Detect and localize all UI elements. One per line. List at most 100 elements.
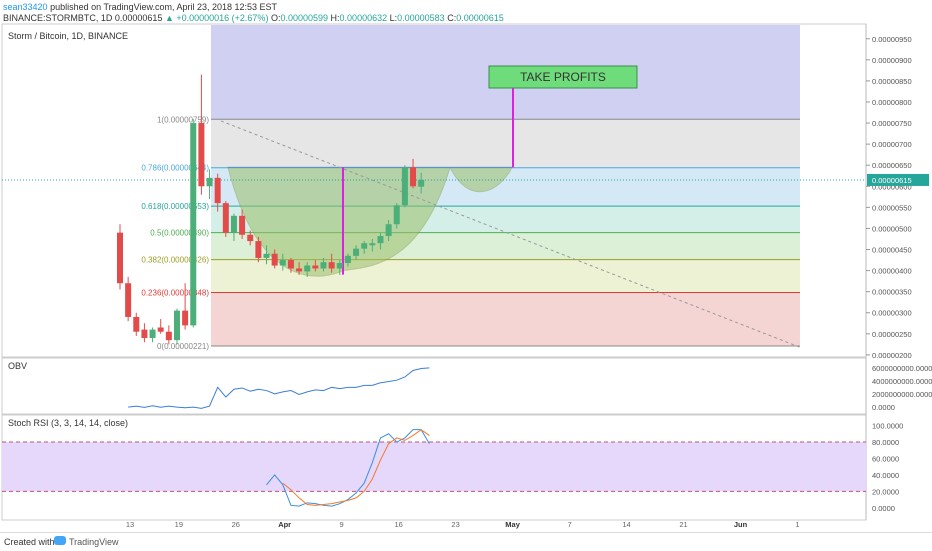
low-value: 0.00000583 bbox=[397, 13, 445, 23]
obv-tick-label: 2000000000.0000 bbox=[872, 390, 932, 399]
open-label: O: bbox=[270, 13, 281, 23]
rsi-tick-label: 80.0000 bbox=[872, 438, 899, 447]
candle-body bbox=[149, 329, 156, 339]
x-tick-label: 7 bbox=[567, 520, 571, 529]
rsi-tick-label: 40.0000 bbox=[872, 471, 899, 480]
created-with-text: Created with bbox=[4, 537, 55, 547]
x-tick-label: 21 bbox=[679, 520, 687, 529]
candle-body bbox=[255, 241, 262, 258]
obv-tick-label: 6000000000.0000 bbox=[872, 364, 932, 373]
candle-body bbox=[279, 260, 286, 266]
handle-shape bbox=[449, 166, 513, 193]
x-tick-label: 16 bbox=[394, 520, 402, 529]
candle-body bbox=[173, 310, 180, 341]
tradingview-brand[interactable]: TradingView bbox=[69, 537, 119, 547]
price-tick-label: 0.00000300 bbox=[872, 309, 912, 318]
x-tick-label: Apr bbox=[278, 520, 291, 529]
price-tick-label: 0.00000900 bbox=[872, 56, 912, 65]
fib-label-0.382: 0.382(0.00000426) bbox=[141, 256, 209, 265]
chart-title: Storm / Bitcoin, 1D, BINANCE bbox=[8, 31, 128, 41]
price-change: ▲ +0.00000016 (+2.67%) bbox=[164, 13, 269, 23]
fib-band-0.236 bbox=[211, 292, 800, 347]
price-tick-label: 0.00000600 bbox=[872, 182, 912, 191]
ohlc-legend: BINANCE:STORMBTC, 1D 0.00000615 ▲ +0.000… bbox=[3, 12, 504, 24]
candle-body bbox=[369, 243, 376, 246]
publish-info: sean33420 published on TradingView.com, … bbox=[3, 1, 277, 13]
candle-body bbox=[336, 263, 343, 269]
price-tick-label: 0.00000850 bbox=[872, 77, 912, 86]
high-value: 0.00000632 bbox=[339, 13, 388, 23]
candle-body bbox=[312, 265, 319, 269]
symbol-label: BINANCE:STORMBTC, 1D bbox=[3, 13, 113, 23]
high-label: H: bbox=[330, 13, 340, 23]
candle-body bbox=[206, 177, 213, 187]
candle-body bbox=[214, 177, 221, 204]
rsi-title: Stoch RSI (3, 3, 14, 14, close) bbox=[8, 418, 128, 428]
x-tick-label: 23 bbox=[451, 520, 459, 529]
candle-body bbox=[344, 255, 351, 264]
candle-body bbox=[222, 203, 229, 233]
close-value: 0.00000615 bbox=[456, 13, 504, 23]
price-tick-label: 0.00000750 bbox=[872, 119, 912, 128]
candle-body bbox=[296, 268, 303, 272]
x-tick-label: Jun bbox=[734, 520, 748, 529]
candle-body bbox=[198, 123, 205, 187]
candle-body bbox=[410, 167, 417, 187]
x-tick-label: 13 bbox=[126, 520, 134, 529]
candle-body bbox=[157, 327, 164, 332]
candle-body bbox=[418, 179, 425, 187]
obv-title: OBV bbox=[8, 361, 27, 371]
candle-body bbox=[328, 262, 335, 269]
candle-body bbox=[287, 260, 294, 269]
low-label: L: bbox=[389, 13, 398, 23]
fib-label-0.786: 0.786(0.00000644) bbox=[141, 164, 209, 173]
last-price-tag bbox=[867, 173, 929, 186]
obv-tick-label: 0.0000 bbox=[872, 403, 895, 412]
candle-body bbox=[230, 215, 237, 233]
chart-canvas[interactable]: 1(0.00000759) 0.786(0.00000644) 0.618(0.00… bbox=[0, 0, 932, 532]
price-tick-label: 0.00000650 bbox=[872, 161, 912, 170]
fib-band-1 bbox=[211, 119, 800, 168]
price-tick-label: 0.00000950 bbox=[872, 35, 912, 44]
candle-body bbox=[125, 283, 132, 317]
rsi-tick-label: 0.0000 bbox=[872, 504, 895, 513]
price-tick-label: 0.00000800 bbox=[872, 98, 912, 107]
candle-body bbox=[141, 329, 148, 339]
price-tick-label: 0.00000500 bbox=[872, 224, 912, 233]
fib-label-0.236: 0.236(0.00000348) bbox=[141, 289, 209, 298]
x-tick-label: 19 bbox=[175, 520, 183, 529]
fib-label-0.618: 0.618(0.00000553) bbox=[141, 202, 209, 211]
candle-body bbox=[304, 265, 311, 272]
last-price-label: 0.00000615 bbox=[872, 176, 912, 185]
candle-body bbox=[117, 232, 123, 284]
candle-body bbox=[247, 234, 254, 242]
rsi-tick-label: 20.0000 bbox=[872, 487, 899, 496]
candle-body bbox=[361, 243, 368, 249]
price-tick-label: 0.00000400 bbox=[872, 267, 912, 276]
price-tick-label: 0.00000350 bbox=[872, 288, 912, 297]
x-tick-label: May bbox=[505, 520, 520, 529]
x-tick-label: 9 bbox=[340, 520, 344, 529]
author-link[interactable]: sean33420 bbox=[3, 2, 48, 12]
open-value: 0.00000599 bbox=[280, 13, 329, 23]
price-tick-label: 0.00000200 bbox=[872, 351, 912, 360]
x-tick-label: 26 bbox=[232, 520, 240, 529]
take-profits-box bbox=[488, 65, 638, 89]
fib-label-1: 1(0.00000759) bbox=[157, 115, 209, 124]
candle-body bbox=[320, 262, 327, 269]
fib-label-0: 0(0.00000221) bbox=[157, 342, 209, 351]
candle-body bbox=[239, 215, 246, 235]
candle-body bbox=[133, 316, 140, 332]
candle-body bbox=[401, 167, 408, 206]
price-tick-label: 0.00000450 bbox=[872, 246, 912, 255]
candle-body bbox=[393, 205, 400, 225]
obv-tick-label: 4000000000.0000 bbox=[872, 377, 932, 386]
price-tick-label: 0.00000700 bbox=[872, 140, 912, 149]
rsi-tick-label: 60.0000 bbox=[872, 454, 899, 463]
candle-body bbox=[353, 248, 360, 256]
candle-body bbox=[182, 310, 189, 326]
x-tick-label: 1 bbox=[795, 520, 799, 529]
trend-line bbox=[220, 120, 801, 348]
rsi-band-fill bbox=[2, 442, 866, 492]
price-tick-label: 0.00000250 bbox=[872, 330, 912, 339]
